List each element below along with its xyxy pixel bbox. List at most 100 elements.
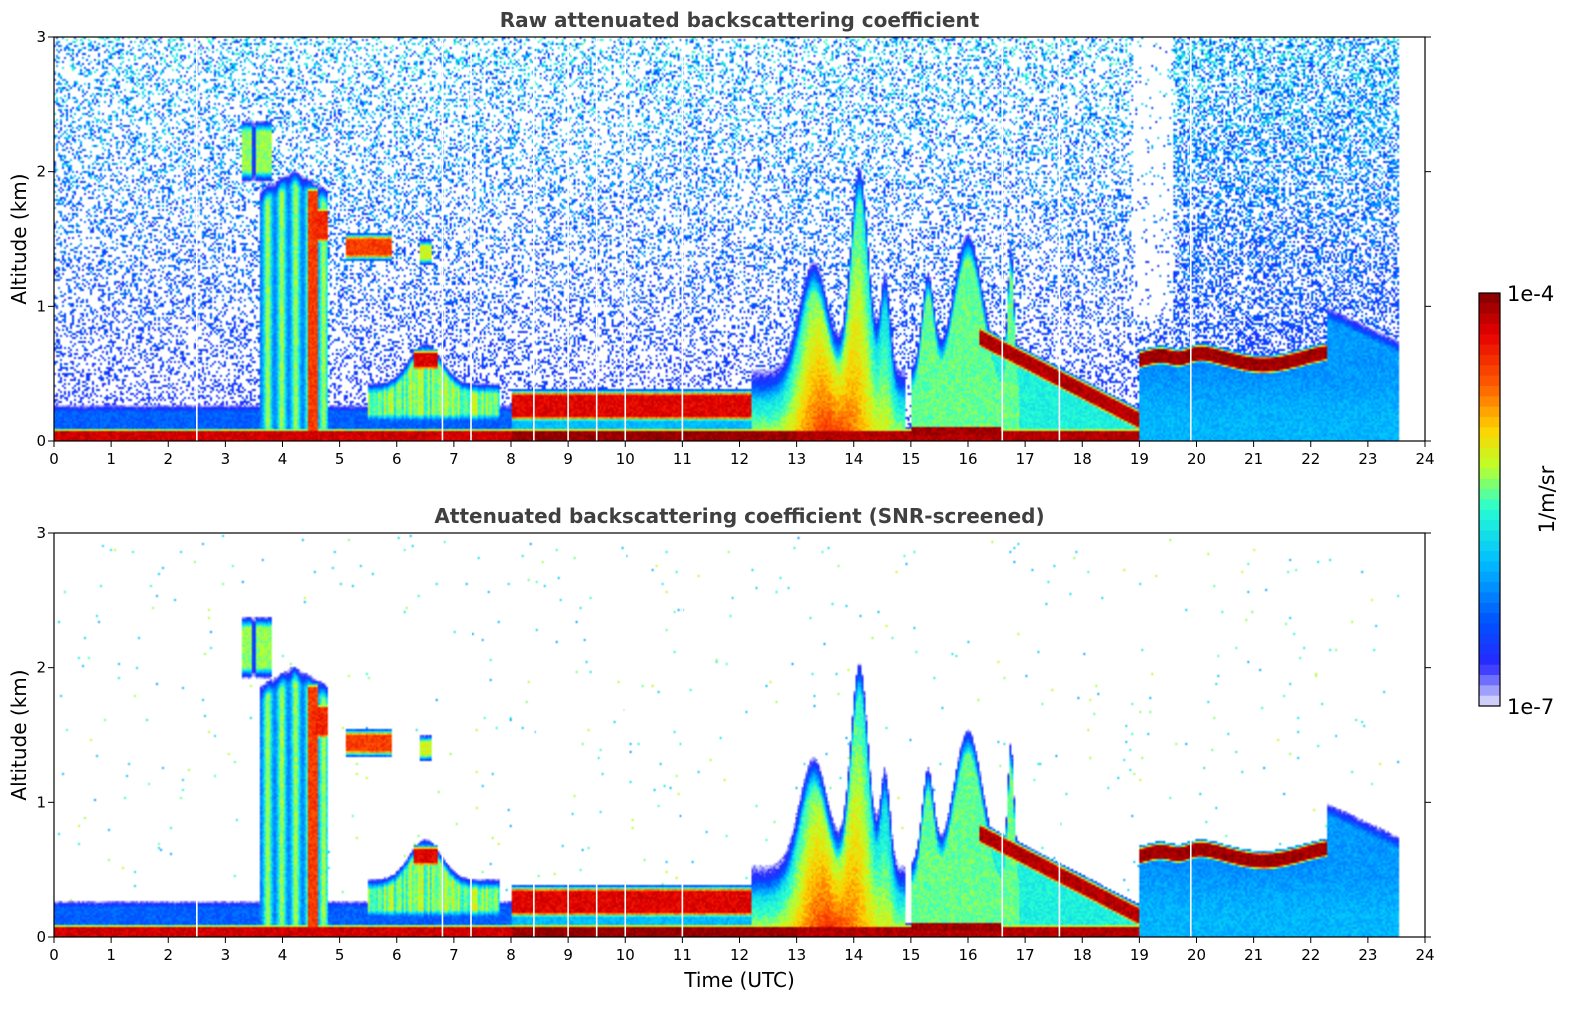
colorbar-segment [1479,530,1500,542]
colorbar-segment [1479,437,1500,449]
x-tick-label: 18 [1073,946,1092,964]
x-tick-label: 20 [1187,450,1206,468]
x-tick-label: 9 [563,450,573,468]
x-tick-label: 18 [1073,450,1092,468]
colorbar-segment [1479,675,1500,686]
colorbar-segment [1479,313,1500,325]
x-tick-label: 13 [787,450,806,468]
y-axis-label: Altitude (km) [7,173,31,304]
colorbar-segment [1479,478,1500,490]
panel-1: 0 1 2 3 4 5 6 7 8 9 10 11 12 13 14 15 16 17 18 19 20 21 22 23 24… [7,8,1435,468]
x-tick-label: 14 [844,946,863,964]
x-tick-label: 22 [1301,946,1320,964]
colorbar-segment [1479,654,1500,666]
x-tick-label: 0 [49,450,59,468]
colorbar-segment [1479,582,1500,594]
y-tick-label: 0 [36,928,46,946]
x-tick-label: 6 [392,450,402,468]
x-tick-label: 16 [958,946,977,964]
chart-title: Attenuated backscattering coefficient (S… [434,504,1044,528]
x-tick-label: 11 [673,946,692,964]
colorbar-min-label: 1e-7 [1507,695,1554,719]
y-tick-label: 2 [36,659,46,677]
x-tick-label: 1 [106,450,116,468]
colorbar-segment [1479,613,1500,624]
y-tick-label: 1 [36,793,46,811]
colorbar-segment [1479,293,1500,304]
x-tick-label: 6 [392,946,402,964]
x-tick-label: 12 [730,946,749,964]
y-tick-label: 3 [36,524,46,542]
colorbar-segment [1479,406,1500,418]
colorbar-segment [1479,602,1500,614]
x-tick-label: 5 [335,450,345,468]
x-tick-label: 17 [1016,946,1035,964]
colorbar-max-label: 1e-4 [1507,282,1554,306]
colorbar-segment [1479,520,1500,532]
x-tick-label: 5 [335,946,345,964]
x-tick-label: 8 [506,946,516,964]
colorbar-segment [1479,664,1500,676]
x-tick-label: 10 [616,450,635,468]
colorbar-segment [1479,489,1500,501]
x-tick-label: 15 [901,450,920,468]
colorbar-segment [1479,592,1500,604]
colorbar-segment [1479,447,1500,459]
x-tick-label: 3 [221,450,231,468]
x-tick-label: 8 [506,450,516,468]
colorbar-unit-label: 1/m/sr [1535,465,1559,533]
x-tick-label: 7 [449,450,459,468]
x-tick-label: 14 [844,450,863,468]
colorbar-segment [1479,396,1500,408]
x-tick-label: 13 [787,946,806,964]
colorbar-segment [1479,385,1500,397]
colorbar-segment [1479,561,1500,573]
x-tick-label: 12 [730,450,749,468]
x-tick-label: 23 [1358,946,1377,964]
colorbar-segment [1479,375,1500,387]
colorbar-segment [1479,468,1500,480]
y-tick-label: 0 [36,432,46,450]
x-tick-label: 11 [673,450,692,468]
colorbar-segment [1479,685,1500,697]
heatmap-image [54,533,1425,937]
x-tick-label: 15 [901,946,920,964]
x-tick-label: 4 [278,946,288,964]
x-tick-label: 22 [1301,450,1320,468]
x-tick-label: 23 [1358,450,1377,468]
colorbar-frame [1478,292,1501,707]
heatmap-image [54,37,1425,441]
x-tick-label: 21 [1244,946,1263,964]
x-tick-label: 17 [1016,450,1035,468]
x-tick-label: 9 [563,946,573,964]
x-tick-label: 20 [1187,946,1206,964]
colorbar-segment [1479,303,1500,315]
colorbar-segment [1479,334,1500,346]
y-tick-label: 2 [36,163,46,181]
panel-2: 0 1 2 3 4 5 6 7 8 9 10 11 12 13 14 15 16 17 18 19 20 21 22 23 24… [7,504,1435,992]
x-tick-label: 19 [1130,946,1149,964]
x-tick-label: 4 [278,450,288,468]
x-tick-label: 1 [106,946,116,964]
colorbar-segment [1479,695,1500,707]
y-tick-label: 1 [36,297,46,315]
x-tick-label: 0 [49,946,59,964]
x-tick-label: 24 [1415,946,1434,964]
x-tick-label: 10 [616,946,635,964]
colorbar-segment [1479,623,1500,635]
x-tick-label: 24 [1415,450,1434,468]
colorbar-segment [1479,551,1500,563]
x-tick-label: 16 [958,450,977,468]
colorbar-segment [1479,509,1500,521]
colorbar-segment [1479,354,1500,366]
x-tick-label: 3 [221,946,231,964]
colorbar-segment [1479,499,1500,511]
colorbar-segment [1479,644,1500,655]
colorbar-segment [1479,427,1500,439]
chart-title: Raw attenuated backscattering coefficien… [500,8,980,32]
x-axis-label: Time (UTC) [683,968,795,992]
x-tick-label: 19 [1130,450,1149,468]
colorbar-segment [1479,571,1500,583]
colorbar-segment [1479,540,1500,552]
